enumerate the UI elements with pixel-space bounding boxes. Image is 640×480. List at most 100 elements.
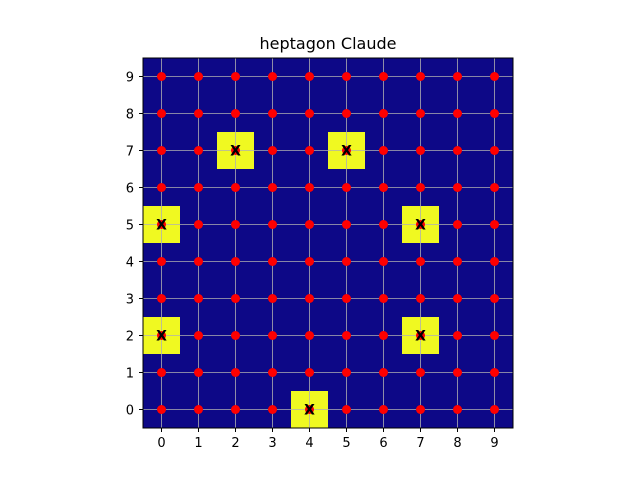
grid-point <box>453 405 462 414</box>
grid-points <box>157 72 499 414</box>
grid-point <box>379 294 388 303</box>
y-tick-label: 2 <box>126 330 134 345</box>
grid-point <box>268 331 277 340</box>
grid-point <box>490 257 499 266</box>
x-tick-label: 2 <box>231 436 239 451</box>
grid-point <box>379 109 388 118</box>
grid-point <box>194 331 203 340</box>
grid-point <box>268 72 277 81</box>
grid-point <box>268 368 277 377</box>
grid-point <box>268 405 277 414</box>
cell-label: X <box>341 144 352 160</box>
grid-point <box>194 183 203 192</box>
y-tick-label: 4 <box>126 256 134 271</box>
grid-point <box>157 257 166 266</box>
y-tick-label: 3 <box>126 293 134 308</box>
grid-point <box>490 331 499 340</box>
grid-point <box>268 109 277 118</box>
grid-point <box>268 257 277 266</box>
grid-point <box>342 405 351 414</box>
grid-point <box>379 405 388 414</box>
grid-point <box>490 72 499 81</box>
x-tick-label: 1 <box>194 436 202 451</box>
grid-point <box>268 146 277 155</box>
grid-point <box>305 109 314 118</box>
cell-label: X <box>156 218 167 234</box>
x-tick-label: 8 <box>453 436 461 451</box>
grid-point <box>194 72 203 81</box>
grid-point <box>231 183 240 192</box>
grid-point <box>379 257 388 266</box>
grid-point <box>231 109 240 118</box>
grid-point <box>490 405 499 414</box>
grid-point <box>194 294 203 303</box>
grid-point <box>416 257 425 266</box>
grid-point <box>342 368 351 377</box>
grid-point <box>453 294 462 303</box>
grid-point <box>157 72 166 81</box>
grid-point <box>342 257 351 266</box>
grid-point <box>416 368 425 377</box>
grid-point <box>305 294 314 303</box>
grid-point <box>490 294 499 303</box>
grid-point <box>379 331 388 340</box>
x-tick-label: 5 <box>342 436 350 451</box>
grid-point <box>416 109 425 118</box>
cell-label: X <box>230 144 241 160</box>
cell-label: X <box>156 329 167 345</box>
grid-point <box>231 72 240 81</box>
cell-label: X <box>304 403 315 419</box>
grid-point <box>342 331 351 340</box>
grid-point <box>231 331 240 340</box>
x-tick-label: 4 <box>305 436 313 451</box>
y-tick-label: 1 <box>126 367 134 382</box>
cell-label: X <box>415 218 426 234</box>
grid-point <box>416 405 425 414</box>
grid-point <box>379 220 388 229</box>
grid-point <box>305 368 314 377</box>
y-tick-label: 7 <box>126 145 134 160</box>
grid-point <box>453 331 462 340</box>
grid-point <box>157 294 166 303</box>
x-tick-label: 6 <box>379 436 387 451</box>
y-tick-label: 5 <box>126 219 134 234</box>
grid-point <box>231 294 240 303</box>
grid-point <box>157 146 166 155</box>
grid-point <box>157 109 166 118</box>
grid-point <box>157 220 166 229</box>
grid-point <box>305 220 314 229</box>
grid-point <box>379 72 388 81</box>
grid-point <box>194 368 203 377</box>
x-tick-label: 0 <box>157 436 165 451</box>
grid-point <box>231 146 240 155</box>
y-tick-label: 0 <box>126 404 134 419</box>
grid-point <box>305 146 314 155</box>
grid-point <box>453 220 462 229</box>
grid-point <box>379 146 388 155</box>
x-tick-label: 9 <box>490 436 498 451</box>
grid-point <box>305 331 314 340</box>
plot-area <box>143 58 513 428</box>
grid-point <box>268 294 277 303</box>
grid-point <box>416 220 425 229</box>
grid-point <box>342 183 351 192</box>
grid-point <box>379 368 388 377</box>
cell-labels: X X X X X X X <box>156 144 426 419</box>
grid-point <box>305 183 314 192</box>
grid-point <box>416 72 425 81</box>
grid-point <box>305 72 314 81</box>
y-tick-label: 8 <box>126 108 134 123</box>
grid-point <box>194 146 203 155</box>
grid-point <box>490 183 499 192</box>
grid-point <box>268 183 277 192</box>
grid-point <box>231 220 240 229</box>
grid-point <box>342 220 351 229</box>
grid-point <box>379 183 388 192</box>
grid-point <box>490 146 499 155</box>
grid-point <box>231 405 240 414</box>
grid-point <box>453 109 462 118</box>
grid-point <box>157 183 166 192</box>
grid-point <box>453 146 462 155</box>
grid-point <box>342 109 351 118</box>
